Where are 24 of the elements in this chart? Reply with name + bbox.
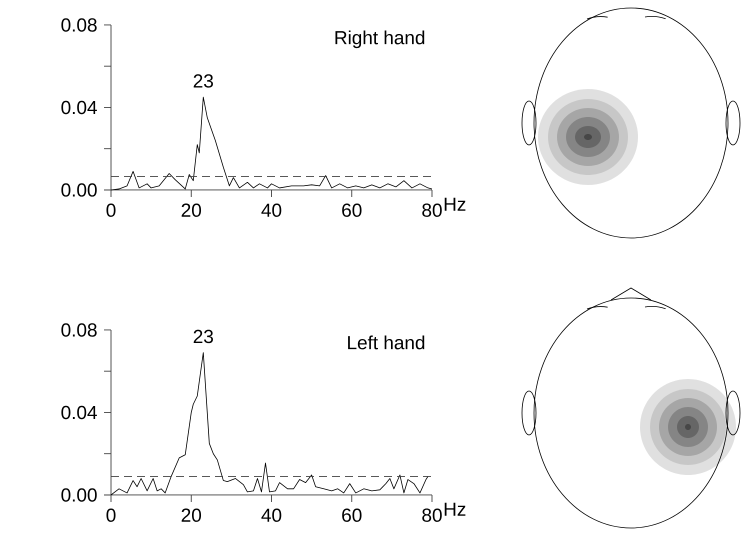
x-tick-label: 20: [182, 203, 202, 217]
chart-title: Left hand: [348, 335, 424, 350]
annotation: 23: [194, 330, 213, 344]
y-tick-label: 0.00: [61, 183, 97, 197]
x-tick-label: 0: [106, 203, 116, 217]
x-tick-label: 60: [342, 508, 362, 522]
x-tick-label: 40: [261, 508, 282, 522]
y-tick-label: 0.08: [61, 323, 97, 337]
chart-title: Right hand: [335, 30, 424, 48]
line-series: [110, 96, 432, 190]
x-tick-label: 0: [106, 508, 116, 522]
line-series: [110, 352, 428, 496]
y-tick-label: 0.04: [61, 100, 97, 114]
x-tick-label: 20: [182, 508, 202, 522]
y-tick-label: 0.04: [61, 406, 97, 420]
x-tick-label: 80: [422, 203, 442, 217]
y-tick-label: 0.00: [61, 488, 97, 502]
x-tick-label: 40: [261, 203, 282, 217]
x-axis-title: Hz: [444, 198, 466, 211]
x-tick-label: 60: [342, 203, 362, 217]
x-tick-label: 80: [422, 508, 442, 522]
annotation: 23: [194, 74, 213, 88]
x-axis-title: Hz: [444, 502, 466, 516]
y-tick-label: 0.08: [61, 18, 97, 32]
